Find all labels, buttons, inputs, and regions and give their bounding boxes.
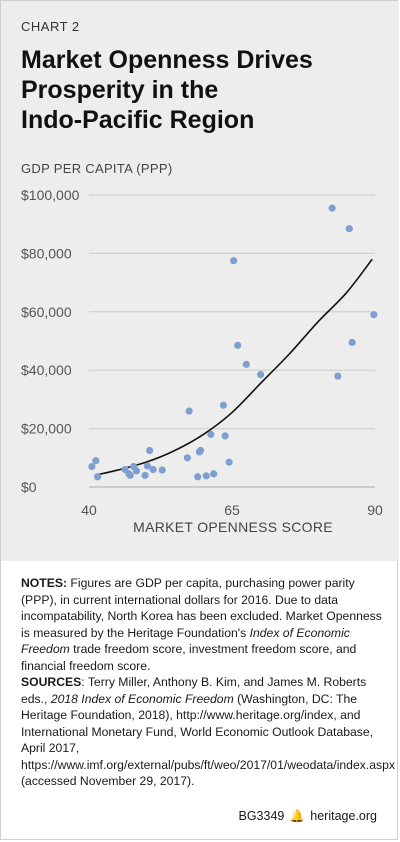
data-point: [88, 462, 96, 471]
data-point: [221, 432, 229, 440]
notes-text-1: Figures are GDP per capita, purchasing p…: [21, 576, 382, 640]
sources-paragraph: SOURCES: Terry Miller, Anthony B. Kim, a…: [21, 674, 395, 790]
chart-title-line-3: Indo-Pacific Region: [21, 106, 255, 134]
data-point: [132, 467, 141, 475]
x-tick-label: 65: [224, 502, 240, 518]
data-point: [257, 370, 265, 379]
data-point: [370, 311, 378, 319]
data-point: [126, 471, 134, 479]
y-tick-label: $40,000: [21, 362, 72, 378]
notes-paragraph: NOTES: Figures are GDP per capita, purch…: [21, 575, 383, 674]
y-axis-label: GDP PER CAPITA (PPP): [21, 161, 173, 176]
data-point: [202, 472, 210, 480]
chart-area: CHART 2 Market Openness Drives Prosperit…: [1, 1, 399, 561]
data-point: [230, 257, 238, 265]
data-point: [242, 360, 250, 368]
y-tick-label: $100,000: [21, 187, 80, 203]
data-point: [149, 465, 157, 474]
data-point: [196, 446, 205, 455]
data-points: [88, 204, 378, 481]
liberty-bell-icon: 🔔: [289, 809, 305, 823]
trend-line: [94, 258, 373, 477]
data-point: [92, 457, 100, 465]
notes-italic: Index of Economic Freedom: [21, 625, 350, 657]
data-point: [225, 458, 233, 466]
data-point: [146, 446, 154, 455]
x-tick-label: 90: [367, 502, 383, 518]
chart-kicker: CHART 2: [21, 19, 80, 34]
data-point: [328, 204, 336, 212]
chart-title-line-1: Market Openness Drives: [21, 46, 313, 74]
data-point: [334, 372, 342, 380]
sources-italic: 2018 Index of Economic Freedom: [50, 691, 234, 706]
scatter-plot: $0 $20,000 $40,000 $60,000 $80,000 $100,000 4…: [21, 187, 383, 535]
y-tick-label: $60,000: [21, 304, 72, 320]
sources-text-2: (Washington, DC: The Heritage Foundation…: [21, 691, 395, 789]
data-point: [194, 473, 202, 481]
footer: BG3349 🔔 heritage.org: [238, 809, 377, 823]
notes-text-2: trade freedom score, investment freedom …: [21, 642, 357, 673]
data-point: [141, 471, 149, 479]
y-tick-label: $20,000: [21, 421, 72, 437]
data-point: [93, 473, 102, 481]
notes-label: NOTES:: [21, 576, 68, 590]
site-link[interactable]: heritage.org: [310, 809, 377, 823]
chart-title: Market Openness Drives Prosperity in the…: [21, 45, 381, 135]
data-point: [210, 470, 218, 478]
report-code: BG3349: [238, 809, 285, 823]
data-point: [183, 454, 191, 462]
y-tick-labels: $0 $20,000 $40,000 $60,000 $80,000 $100,000: [21, 187, 80, 495]
notes-block: NOTES: Figures are GDP per capita, purch…: [21, 575, 395, 790]
sources-label: SOURCES: [21, 675, 82, 689]
x-tick-labels: 40 65 90: [81, 502, 383, 518]
grid-layer: [89, 194, 375, 488]
y-tick-label: $0: [21, 479, 37, 495]
chart-title-line-2: Prosperity in the: [21, 76, 219, 104]
data-point: [348, 338, 356, 347]
data-point: [207, 430, 215, 439]
data-point: [219, 401, 228, 409]
sources-text-1: : Terry Miller, Anthony B. Kim, and Jame…: [21, 675, 367, 706]
x-axis-label: MARKET OPENNESS SCORE: [133, 519, 333, 535]
data-point: [345, 224, 353, 233]
x-tick-label: 40: [81, 502, 97, 518]
data-point: [185, 407, 193, 415]
data-point: [158, 466, 166, 474]
data-point: [143, 462, 151, 470]
y-tick-label: $80,000: [21, 245, 72, 261]
data-point: [234, 341, 242, 349]
